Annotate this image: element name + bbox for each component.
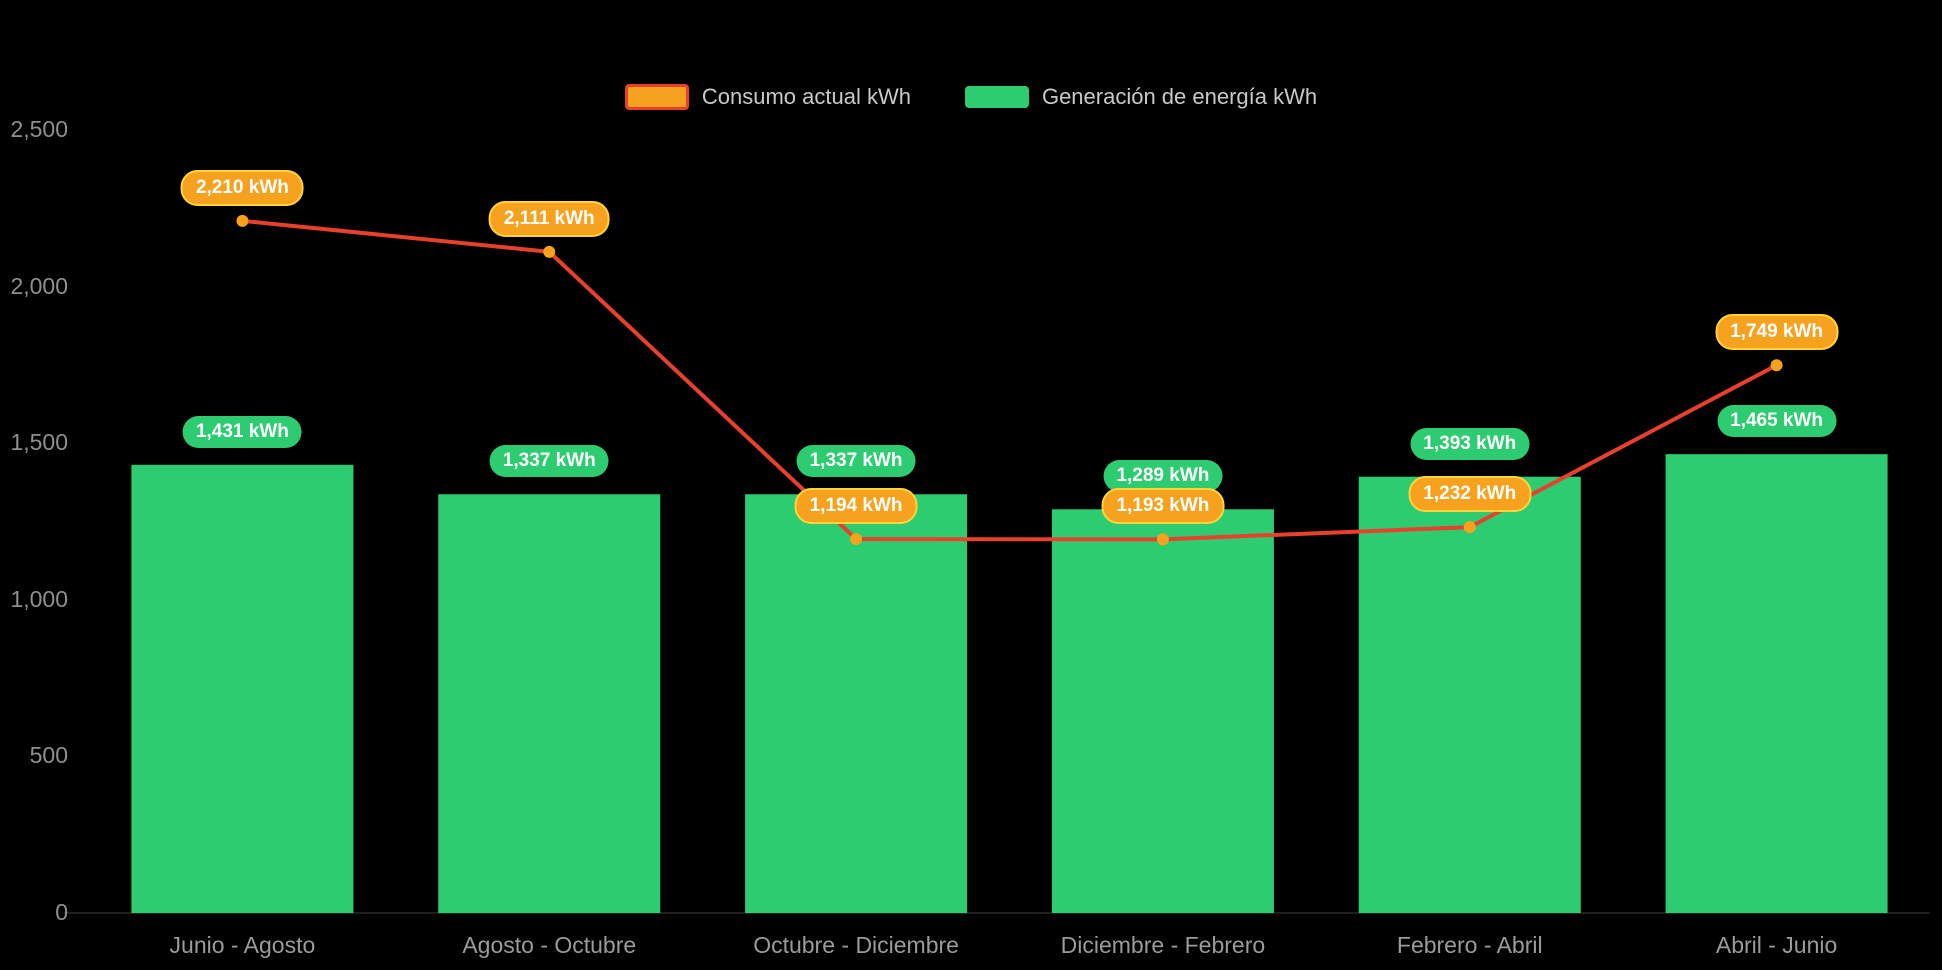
y-axis-tick-label: 2,500 (10, 116, 68, 142)
generation-bar-5[interactable] (1665, 454, 1888, 913)
consumption-value-label: 2,210 kWh (180, 169, 304, 206)
generation-value-label: 1,337 kWh (489, 445, 609, 478)
consumption-value-label: 1,749 kWh (1715, 314, 1839, 351)
generation-bar-3[interactable] (1051, 509, 1274, 913)
x-axis-label: Abril - Junio (1715, 932, 1838, 958)
consumption-point-4[interactable] (1463, 521, 1476, 534)
x-axis-label: Agosto - Octubre (462, 932, 637, 958)
generation-bar-2[interactable] (745, 494, 968, 913)
y-axis-tick-label: 2,000 (10, 272, 68, 299)
y-axis-tick-label: 1,000 (10, 585, 68, 612)
consumption-legend-swatch (624, 84, 689, 110)
generation-bar-4[interactable] (1358, 476, 1581, 913)
consumption-point-0[interactable] (236, 214, 249, 227)
legend: Consumo actual kWh Generación de energía… (0, 84, 1942, 110)
consumption-value-label: 1,193 kWh (1101, 488, 1225, 525)
x-axis-label: Octubre - Diciembre (753, 932, 959, 958)
generation-bar-1[interactable] (438, 494, 661, 913)
legend-item-generation[interactable]: Generación de energía kWh (964, 84, 1318, 110)
consumption-value-label: 2,111 kWh (488, 200, 610, 237)
generation-value-label: 1,431 kWh (182, 415, 302, 448)
consumption-value-label: 1,194 kWh (794, 488, 918, 525)
y-axis-tick-label: 0 (55, 899, 68, 925)
generation-legend-swatch (964, 86, 1029, 108)
generation-bar-0[interactable] (131, 464, 354, 913)
x-axis-label: Febrero - Abril (1396, 932, 1543, 958)
y-axis-tick-label: 1,500 (10, 429, 68, 456)
consumption-point-3[interactable] (1156, 533, 1169, 546)
generation-value-label: 1,337 kWh (796, 445, 916, 478)
generation-legend-label: Generación de energía kWh (1041, 84, 1318, 109)
consumption-point-5[interactable] (1770, 359, 1783, 372)
legend-item-consumption[interactable]: Consumo actual kWh (624, 84, 911, 110)
consumption-legend-label: Consumo actual kWh (701, 84, 911, 109)
consumption-point-1[interactable] (543, 245, 556, 258)
generation-value-label: 1,289 kWh (1103, 460, 1223, 493)
x-axis-label: Diciembre - Febrero (1060, 932, 1266, 958)
generation-value-label: 1,465 kWh (1717, 405, 1837, 438)
consumption-value-label: 1,232 kWh (1408, 476, 1532, 513)
x-axis-label: Junio - Agosto (169, 932, 316, 958)
generation-value-label: 1,393 kWh (1410, 427, 1530, 460)
y-axis-tick-label: 500 (29, 742, 68, 769)
consumption-point-2[interactable] (850, 533, 863, 546)
